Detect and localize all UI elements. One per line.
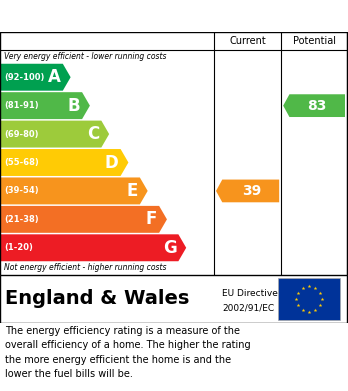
Polygon shape — [1, 149, 128, 176]
Polygon shape — [1, 206, 167, 233]
Polygon shape — [1, 64, 71, 91]
Polygon shape — [283, 94, 345, 117]
Text: (39-54): (39-54) — [4, 187, 39, 196]
Text: (1-20): (1-20) — [4, 243, 33, 252]
Text: A: A — [48, 68, 61, 86]
Text: F: F — [146, 210, 157, 228]
Text: EU Directive: EU Directive — [222, 289, 278, 298]
Text: Very energy efficient - lower running costs: Very energy efficient - lower running co… — [4, 52, 166, 61]
Text: C: C — [87, 125, 99, 143]
Text: Current: Current — [229, 36, 266, 46]
Polygon shape — [216, 179, 279, 202]
Bar — [0, 32, 347, 50]
Text: D: D — [105, 154, 119, 172]
Text: Energy Efficiency Rating: Energy Efficiency Rating — [63, 9, 285, 23]
Text: Potential: Potential — [293, 36, 335, 46]
Polygon shape — [1, 92, 90, 119]
Text: (21-38): (21-38) — [4, 215, 39, 224]
Text: The energy efficiency rating is a measure of the
overall efficiency of a home. T: The energy efficiency rating is a measur… — [5, 326, 251, 379]
Text: 83: 83 — [307, 99, 327, 113]
Bar — [278, 278, 340, 320]
Text: B: B — [68, 97, 80, 115]
Polygon shape — [1, 178, 148, 204]
Text: Not energy efficient - higher running costs: Not energy efficient - higher running co… — [4, 263, 166, 272]
Text: 39: 39 — [242, 184, 261, 198]
Text: (55-68): (55-68) — [4, 158, 39, 167]
Text: 2002/91/EC: 2002/91/EC — [222, 303, 274, 312]
Text: (92-100): (92-100) — [4, 73, 45, 82]
Text: E: E — [126, 182, 138, 200]
Text: (69-80): (69-80) — [4, 129, 39, 138]
Polygon shape — [1, 234, 186, 261]
Text: (81-91): (81-91) — [4, 101, 39, 110]
Text: England & Wales: England & Wales — [5, 289, 189, 308]
Text: G: G — [163, 239, 176, 257]
Polygon shape — [1, 120, 109, 147]
